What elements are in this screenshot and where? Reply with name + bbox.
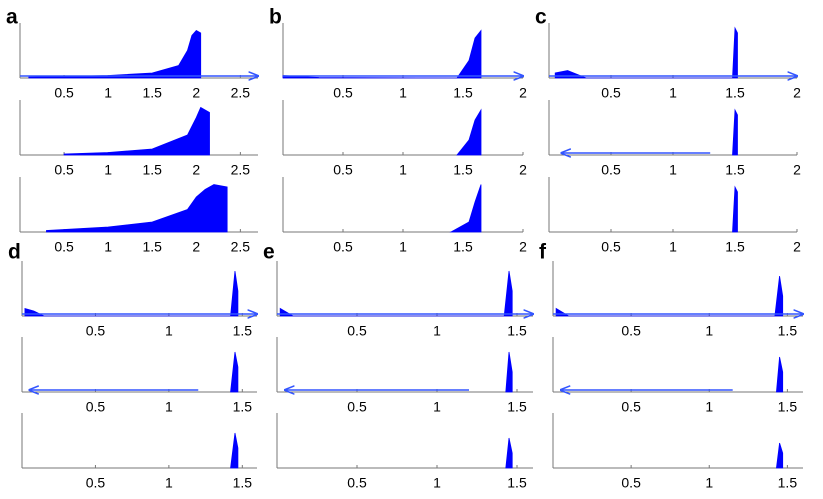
x-tick-label: 2 — [793, 162, 801, 178]
x-tick-label: 0.5 — [601, 162, 621, 178]
x-tick-label: 1 — [104, 162, 112, 178]
x-tick-label: 1 — [705, 399, 713, 415]
x-tick-label: 1.5 — [142, 239, 162, 255]
x-tick-label: 2.5 — [231, 239, 251, 255]
area — [554, 26, 738, 79]
panel-letter: b — [269, 6, 282, 29]
x-tick-label: 0.5 — [86, 475, 106, 491]
area — [505, 437, 513, 469]
x-tick-label: 1.5 — [233, 475, 253, 491]
area — [24, 270, 239, 317]
area — [63, 106, 210, 156]
area — [776, 356, 784, 393]
x-tick-label: 0.5 — [347, 399, 367, 415]
area — [46, 184, 228, 233]
x-tick-label: 1 — [399, 239, 407, 255]
x-tick-label: 0.5 — [86, 399, 106, 415]
x-tick-label: 0.5 — [54, 85, 74, 101]
x-tick-label: 2 — [192, 162, 200, 178]
x-tick-label: 0.5 — [347, 475, 367, 491]
x-tick-label: 0.5 — [333, 239, 353, 255]
x-tick-label: 2 — [519, 162, 527, 178]
x-tick-label: 2 — [192, 239, 200, 255]
x-tick-label: 1.5 — [453, 85, 473, 101]
x-tick-label: 2 — [519, 85, 527, 101]
x-tick-label: 0.5 — [86, 323, 106, 339]
area — [282, 29, 482, 79]
area — [732, 185, 738, 233]
x-tick-label: 1 — [165, 323, 173, 339]
x-tick-label: 1.5 — [507, 475, 527, 491]
x-tick-label: 1 — [669, 85, 677, 101]
x-tick-label: 0.5 — [333, 162, 353, 178]
x-tick-label: 2 — [192, 85, 200, 101]
area — [456, 108, 482, 156]
x-tick-label: 1.5 — [233, 323, 253, 339]
x-tick-label: 1 — [669, 162, 677, 178]
x-tick-label: 0.5 — [601, 85, 621, 101]
x-tick-label: 1.5 — [725, 85, 745, 101]
x-tick-label: 1.5 — [453, 239, 473, 255]
x-tick-label: 1 — [433, 475, 441, 491]
x-tick-label: 0.5 — [621, 323, 641, 339]
x-tick-label: 1 — [165, 475, 173, 491]
x-tick-label: 1.5 — [142, 85, 162, 101]
area — [230, 432, 239, 469]
area — [449, 184, 482, 233]
x-tick-label: 0.5 — [54, 239, 74, 255]
x-tick-label: 2.5 — [231, 85, 251, 101]
x-tick-label: 1.5 — [725, 162, 745, 178]
x-tick-label: 1 — [104, 85, 112, 101]
x-tick-label: 1 — [399, 85, 407, 101]
x-tick-label: 2 — [519, 239, 527, 255]
x-tick-label: 0.5 — [621, 399, 641, 415]
area — [279, 270, 513, 317]
x-tick-label: 1 — [433, 323, 441, 339]
panel-letter: c — [535, 6, 547, 29]
area — [230, 351, 239, 393]
x-tick-label: 0.5 — [347, 323, 367, 339]
x-tick-label: 2 — [793, 85, 801, 101]
x-tick-label: 1.5 — [507, 399, 527, 415]
area — [505, 351, 513, 393]
x-tick-label: 1 — [433, 399, 441, 415]
area — [732, 108, 738, 156]
area — [28, 29, 202, 79]
x-tick-label: 1 — [705, 323, 713, 339]
x-tick-label: 0.5 — [333, 85, 353, 101]
x-tick-label: 2.5 — [231, 162, 251, 178]
x-tick-label: 1 — [165, 399, 173, 415]
x-tick-label: 1.5 — [453, 162, 473, 178]
x-tick-label: 1 — [104, 239, 112, 255]
x-tick-label: 1.5 — [778, 323, 798, 339]
x-tick-label: 1.5 — [778, 475, 798, 491]
x-tick-label: 1.5 — [725, 239, 745, 255]
x-tick-label: 1 — [399, 162, 407, 178]
panel-letter: a — [6, 6, 18, 29]
x-tick-label: 1 — [669, 239, 677, 255]
x-tick-label: 1.5 — [142, 162, 162, 178]
panel-letter: e — [263, 241, 275, 264]
x-tick-label: 1.5 — [507, 323, 527, 339]
x-tick-label: 2 — [793, 239, 801, 255]
x-tick-label: 0.5 — [601, 239, 621, 255]
x-tick-label: 1 — [705, 475, 713, 491]
area — [775, 442, 784, 469]
x-tick-label: 0.5 — [54, 162, 74, 178]
area — [555, 275, 784, 317]
x-tick-label: 0.5 — [621, 475, 641, 491]
panel-letter: d — [8, 241, 21, 264]
x-tick-label: 1.5 — [233, 399, 253, 415]
x-tick-label: 1.5 — [778, 399, 798, 415]
panel-letter: f — [539, 241, 547, 264]
